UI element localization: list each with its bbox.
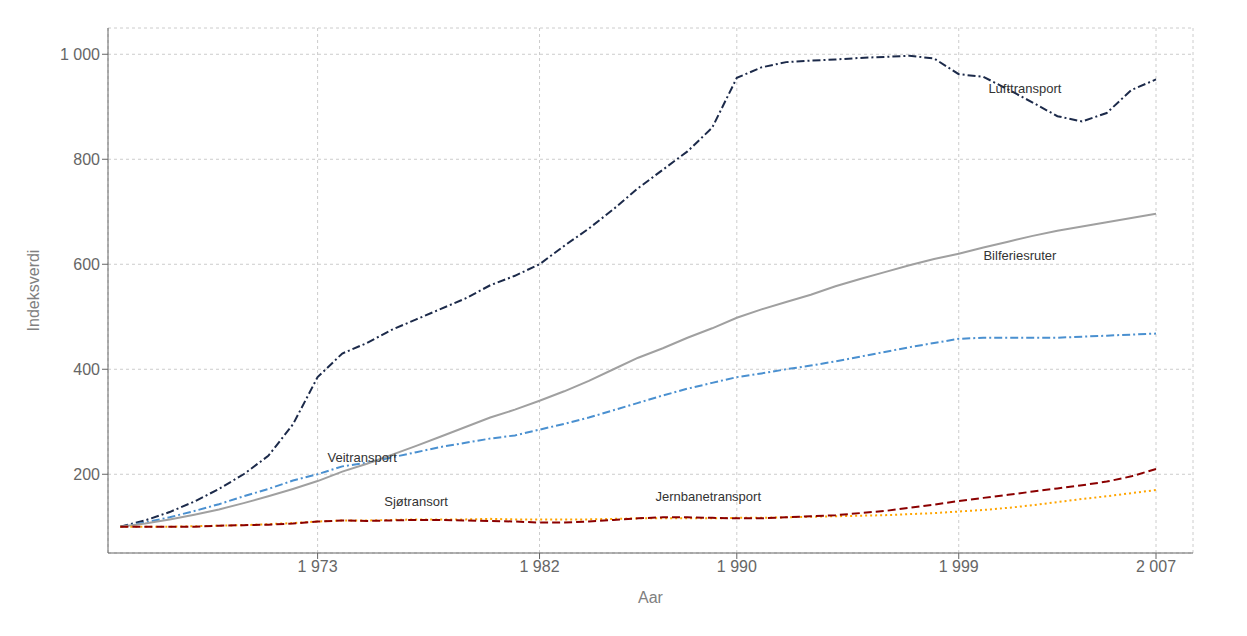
svg-text:Lufttransport: Lufttransport: [988, 81, 1061, 96]
svg-text:Bilferiesruter: Bilferiesruter: [983, 248, 1057, 263]
svg-text:1 973: 1 973: [298, 558, 338, 575]
svg-text:1 990: 1 990: [717, 558, 757, 575]
svg-text:200: 200: [73, 466, 100, 483]
svg-text:400: 400: [73, 361, 100, 378]
svg-text:800: 800: [73, 151, 100, 168]
svg-text:Sjøtransort: Sjøtransort: [384, 494, 448, 509]
svg-text:1 000: 1 000: [60, 46, 100, 63]
svg-text:Jernbanetransport: Jernbanetransport: [656, 489, 762, 504]
svg-text:1 999: 1 999: [939, 558, 979, 575]
svg-text:1 982: 1 982: [520, 558, 560, 575]
svg-text:Indeksverdi: Indeksverdi: [25, 250, 42, 332]
svg-text:Veitransport: Veitransport: [328, 450, 398, 465]
svg-text:600: 600: [73, 256, 100, 273]
svg-text:2 007: 2 007: [1136, 558, 1176, 575]
svg-text:Aar: Aar: [638, 589, 664, 606]
